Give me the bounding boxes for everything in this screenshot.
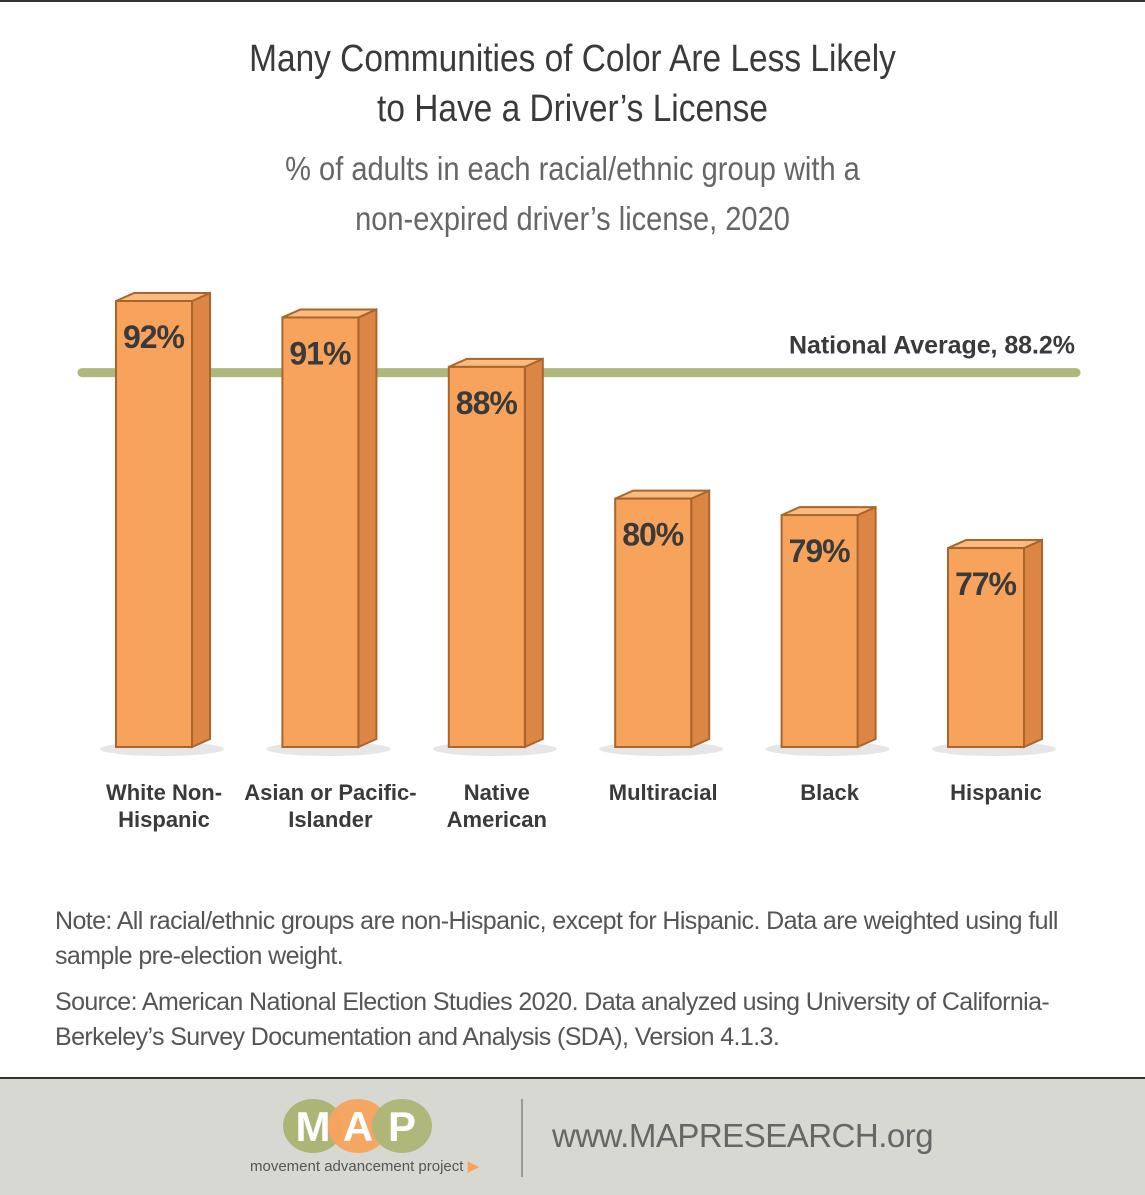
logo-letter: A: [343, 1103, 373, 1150]
category-label: Hispanic: [950, 780, 1042, 805]
data-label: 88%: [456, 385, 518, 421]
bar-front: [281, 316, 360, 748]
bar-side: [523, 357, 544, 749]
bar-side: [191, 291, 211, 749]
bar: [115, 291, 211, 749]
bar-side: [856, 505, 877, 749]
bar-front: [447, 365, 526, 748]
bar-top: [614, 489, 710, 500]
chart-title: Many Communities of Color Are Less Likel…: [69, 34, 1077, 134]
logo-tagline-text: movement advancement project: [250, 1158, 464, 1175]
bar-front: [115, 300, 193, 748]
bar: [947, 538, 1043, 749]
bar-top: [448, 357, 544, 368]
category-label: Multiracial: [609, 780, 718, 805]
chart-subtitle: % of adults in each racial/ethnic group …: [69, 144, 1077, 244]
play-arrow-icon: ▶: [467, 1158, 480, 1175]
bar-side: [690, 489, 711, 749]
chart-source: Source: American National Election Studi…: [55, 988, 1050, 1051]
bar: [281, 307, 378, 749]
category-label: Black: [800, 780, 859, 805]
national-average-label: National Average, 88.2%: [789, 332, 1075, 360]
bar: [614, 489, 711, 749]
data-label: 77%: [955, 566, 1017, 602]
website-link[interactable]: www.MAPRESEARCH.org: [552, 1117, 934, 1154]
bar-front: [780, 514, 859, 748]
bar-top: [115, 292, 211, 302]
chart-note: Note: All racial/ethnic groups are non-H…: [55, 907, 1058, 970]
subtitle-line-1: % of adults in each racial/ethnic group …: [285, 150, 860, 187]
bar-top: [281, 308, 377, 319]
category-label: Native: [464, 780, 530, 805]
bar-top: [781, 506, 877, 517]
data-label: 79%: [789, 533, 851, 569]
bar: [447, 357, 544, 749]
category-label: Hispanic: [118, 807, 210, 832]
footer-divider: [521, 1099, 523, 1177]
category-label: Asian or Pacific-: [244, 780, 416, 805]
data-label: 80%: [622, 517, 684, 553]
bar-front: [947, 547, 1025, 748]
footer: M A P movement advancement project ▶ www…: [0, 1077, 1145, 1195]
category-label: White Non-: [106, 780, 222, 805]
map-logo: M A P: [283, 1099, 432, 1153]
logo-tagline: movement advancement project ▶: [250, 1157, 479, 1175]
bar-side: [1023, 538, 1043, 749]
bar-top: [947, 539, 1043, 550]
title-line-1: Many Communities of Color Are Less Likel…: [249, 38, 896, 80]
logo-letter: P: [388, 1103, 416, 1150]
bar-side: [357, 307, 378, 749]
logo-letter: M: [296, 1103, 331, 1150]
category-label: Islander: [288, 807, 373, 832]
bar-front: [614, 497, 693, 749]
bar: [780, 505, 877, 749]
category-label: American: [447, 807, 547, 832]
data-label: 91%: [289, 335, 351, 371]
title-line-2: to Have a Driver’s License: [377, 88, 768, 130]
subtitle-line-2: non-expired driver’s license, 2020: [355, 200, 790, 237]
bar-chart: National Average, 88.2%92%White Non-Hisp…: [77, 291, 1081, 832]
data-label: 92%: [123, 319, 185, 355]
